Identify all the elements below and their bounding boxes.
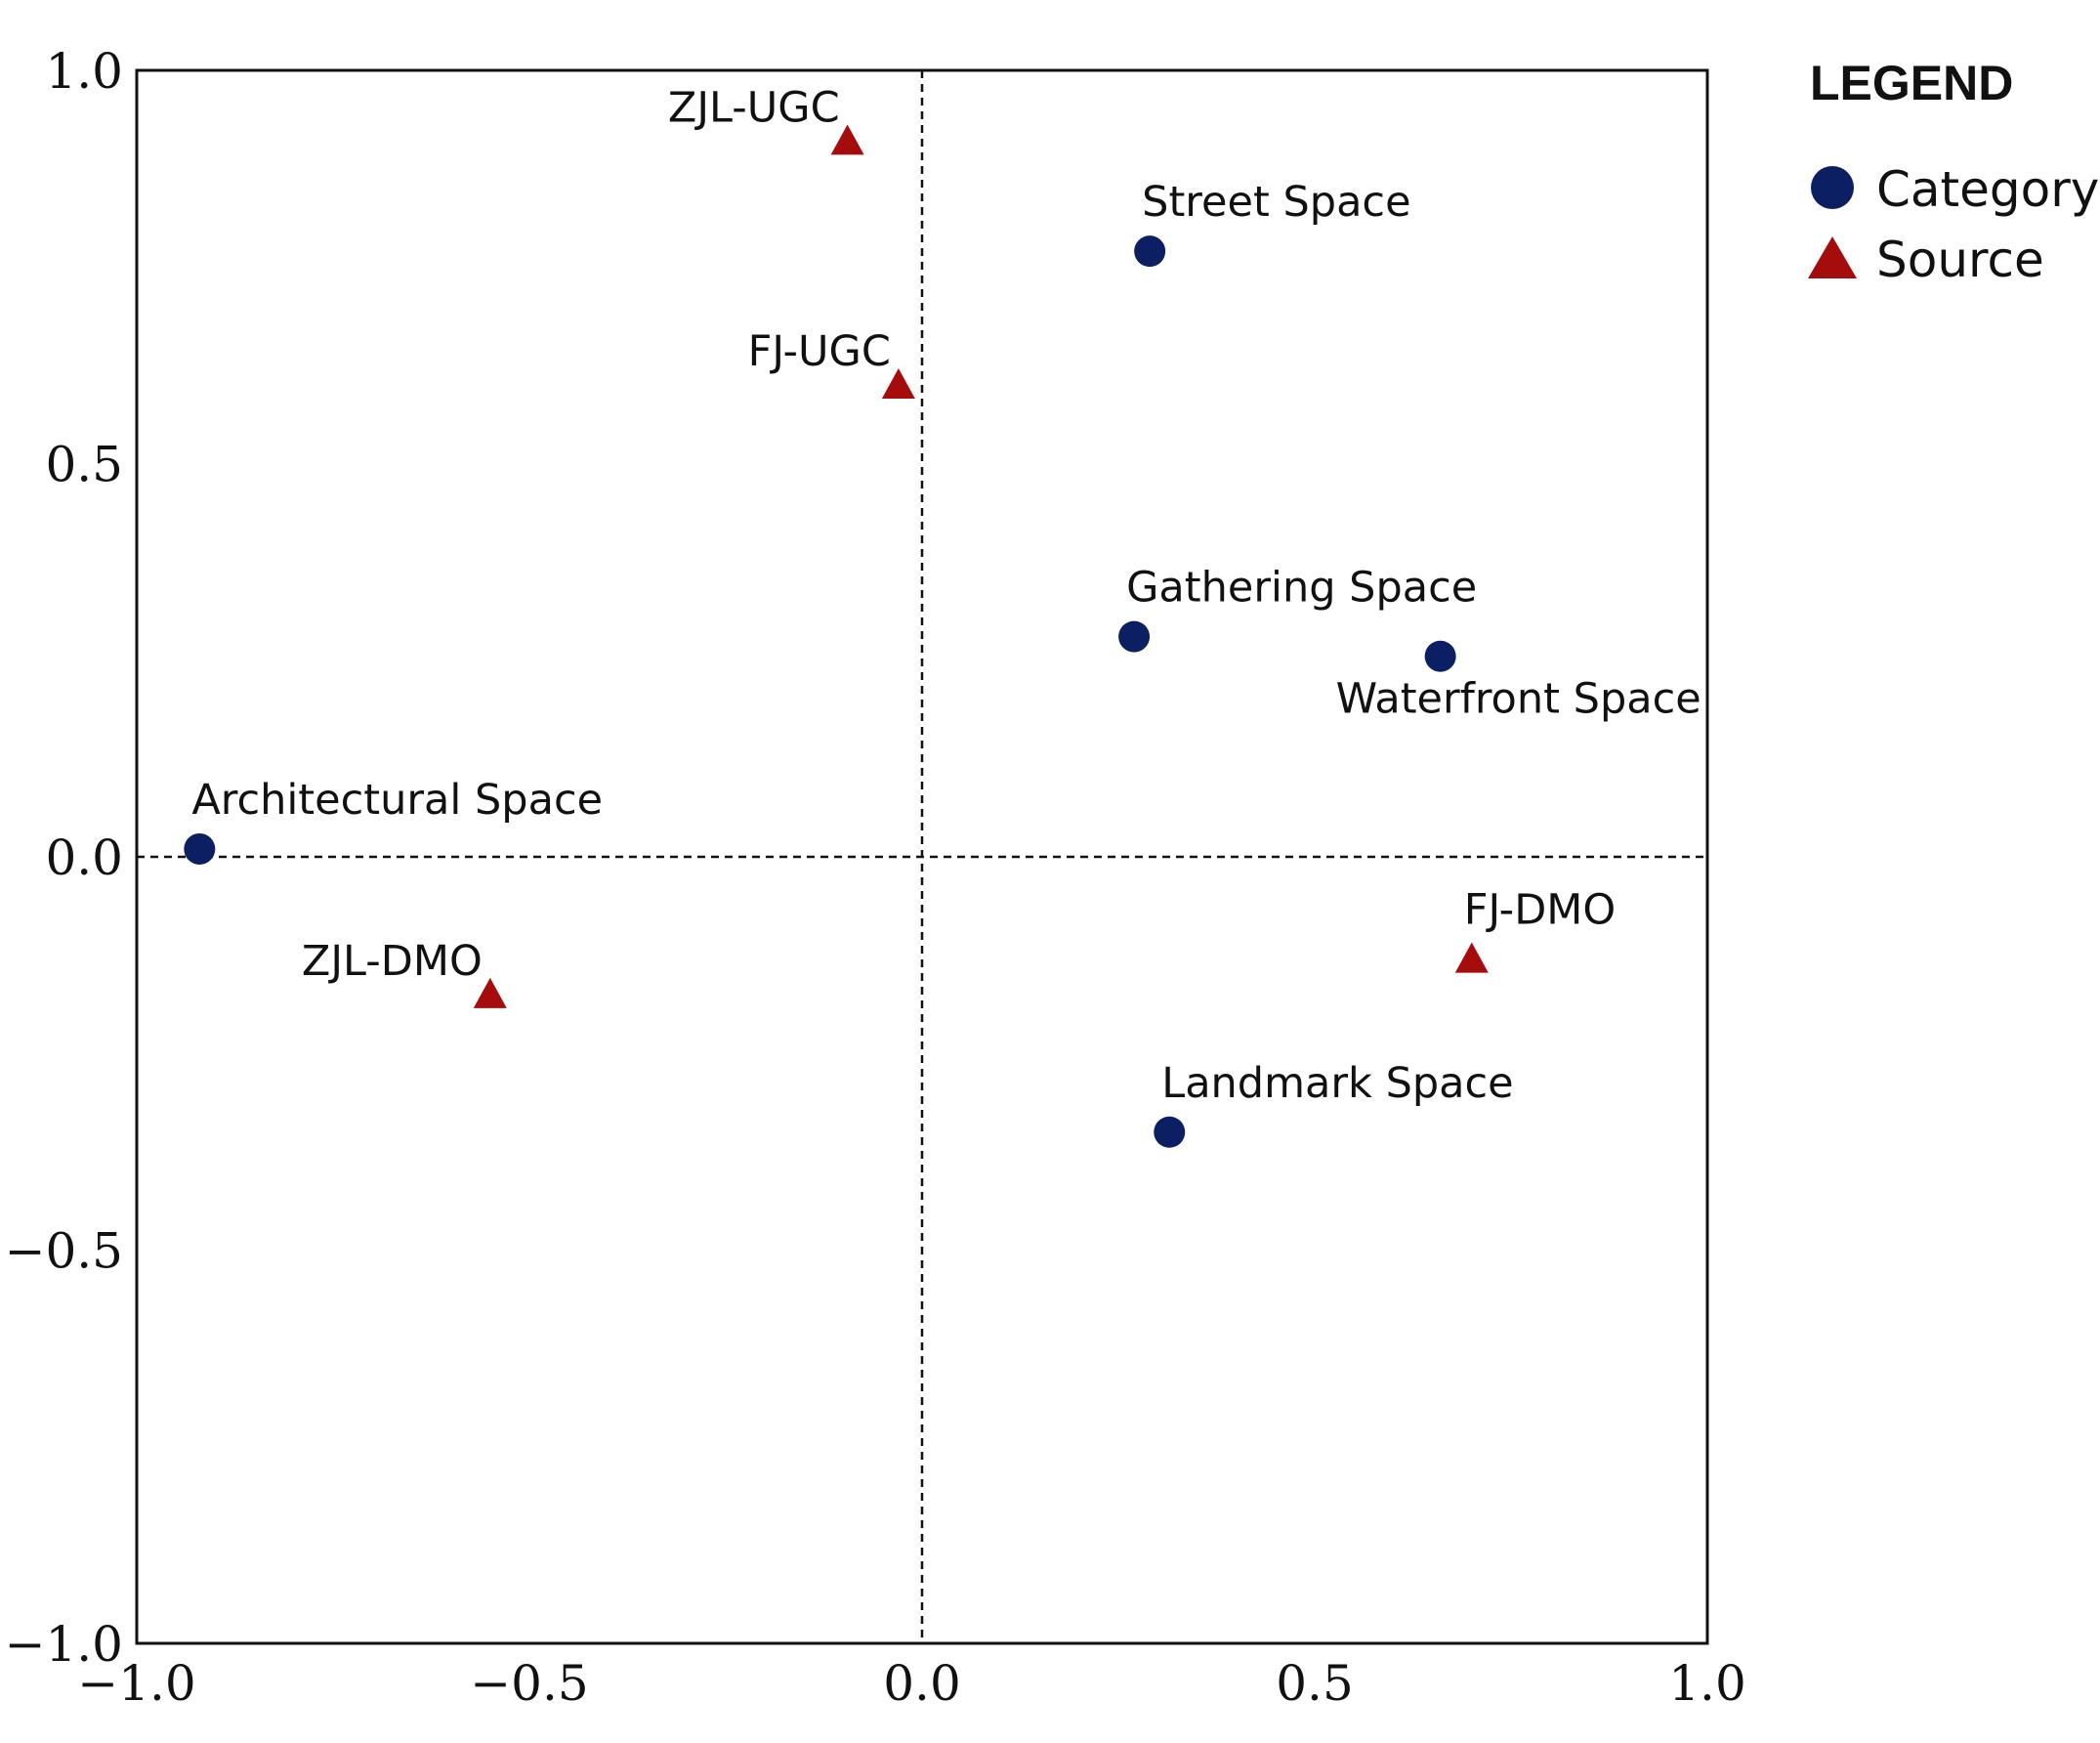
point-zjl-dmo (473, 977, 507, 1008)
point-gathering-space (1118, 620, 1151, 653)
tick-labels-layer: −1.0 −0.5 0.0 0.5 1.0 −1.0 −0.5 0.0 0.5 1.0 (5, 43, 1746, 1712)
point-fj-ugc (881, 368, 915, 399)
x-tick-label: −0.5 (470, 1655, 588, 1712)
point-labels-layer: Street Space Gathering Space Waterfront Sp… (191, 83, 1701, 1107)
legend-triangle-marker (1808, 236, 1857, 278)
x-tick-label: 0.0 (883, 1655, 961, 1712)
legend-label-source: Source (1876, 232, 2044, 288)
data-points-layer (184, 124, 1489, 1148)
point-landmark-space (1154, 1116, 1186, 1148)
plot-frame (135, 68, 1709, 1645)
x-tick-label: 0.5 (1276, 1655, 1354, 1712)
x-tick-label: 1.0 (1668, 1655, 1746, 1712)
legend: LEGEND Category Source (1808, 56, 2099, 288)
point-architectural-space (184, 832, 216, 865)
legend-title: LEGEND (1810, 56, 2013, 110)
plot-frame-layer (135, 68, 1709, 1645)
y-tick-label: −0.5 (5, 1223, 123, 1280)
y-tick-label: 0.0 (45, 829, 123, 886)
y-tick-label: −1.0 (5, 1616, 123, 1673)
x-tick-label: −1.0 (77, 1655, 195, 1712)
label-architectural-space: Architectural Space (191, 776, 603, 825)
label-waterfront-space: Waterfront Space (1336, 675, 1701, 724)
label-zjl-dmo: ZJL-DMO (302, 937, 483, 986)
reference-lines-layer (137, 70, 1707, 1643)
label-fj-ugc: FJ-UGC (748, 327, 891, 376)
label-fj-dmo: FJ-DMO (1464, 886, 1616, 935)
legend-circle-marker (1811, 166, 1854, 209)
label-street-space: Street Space (1142, 178, 1410, 227)
label-landmark-space: Landmark Space (1161, 1059, 1513, 1108)
point-zjl-ugc (830, 124, 864, 155)
legend-label-category: Category (1876, 161, 2099, 218)
y-tick-label: 1.0 (45, 43, 123, 100)
point-waterfront-space (1424, 640, 1456, 672)
label-gathering-space: Gathering Space (1126, 564, 1477, 613)
point-street-space (1134, 235, 1166, 268)
label-zjl-ugc: ZJL-UGC (668, 83, 840, 132)
point-fj-dmo (1454, 942, 1489, 973)
y-tick-label: 0.5 (45, 437, 123, 493)
